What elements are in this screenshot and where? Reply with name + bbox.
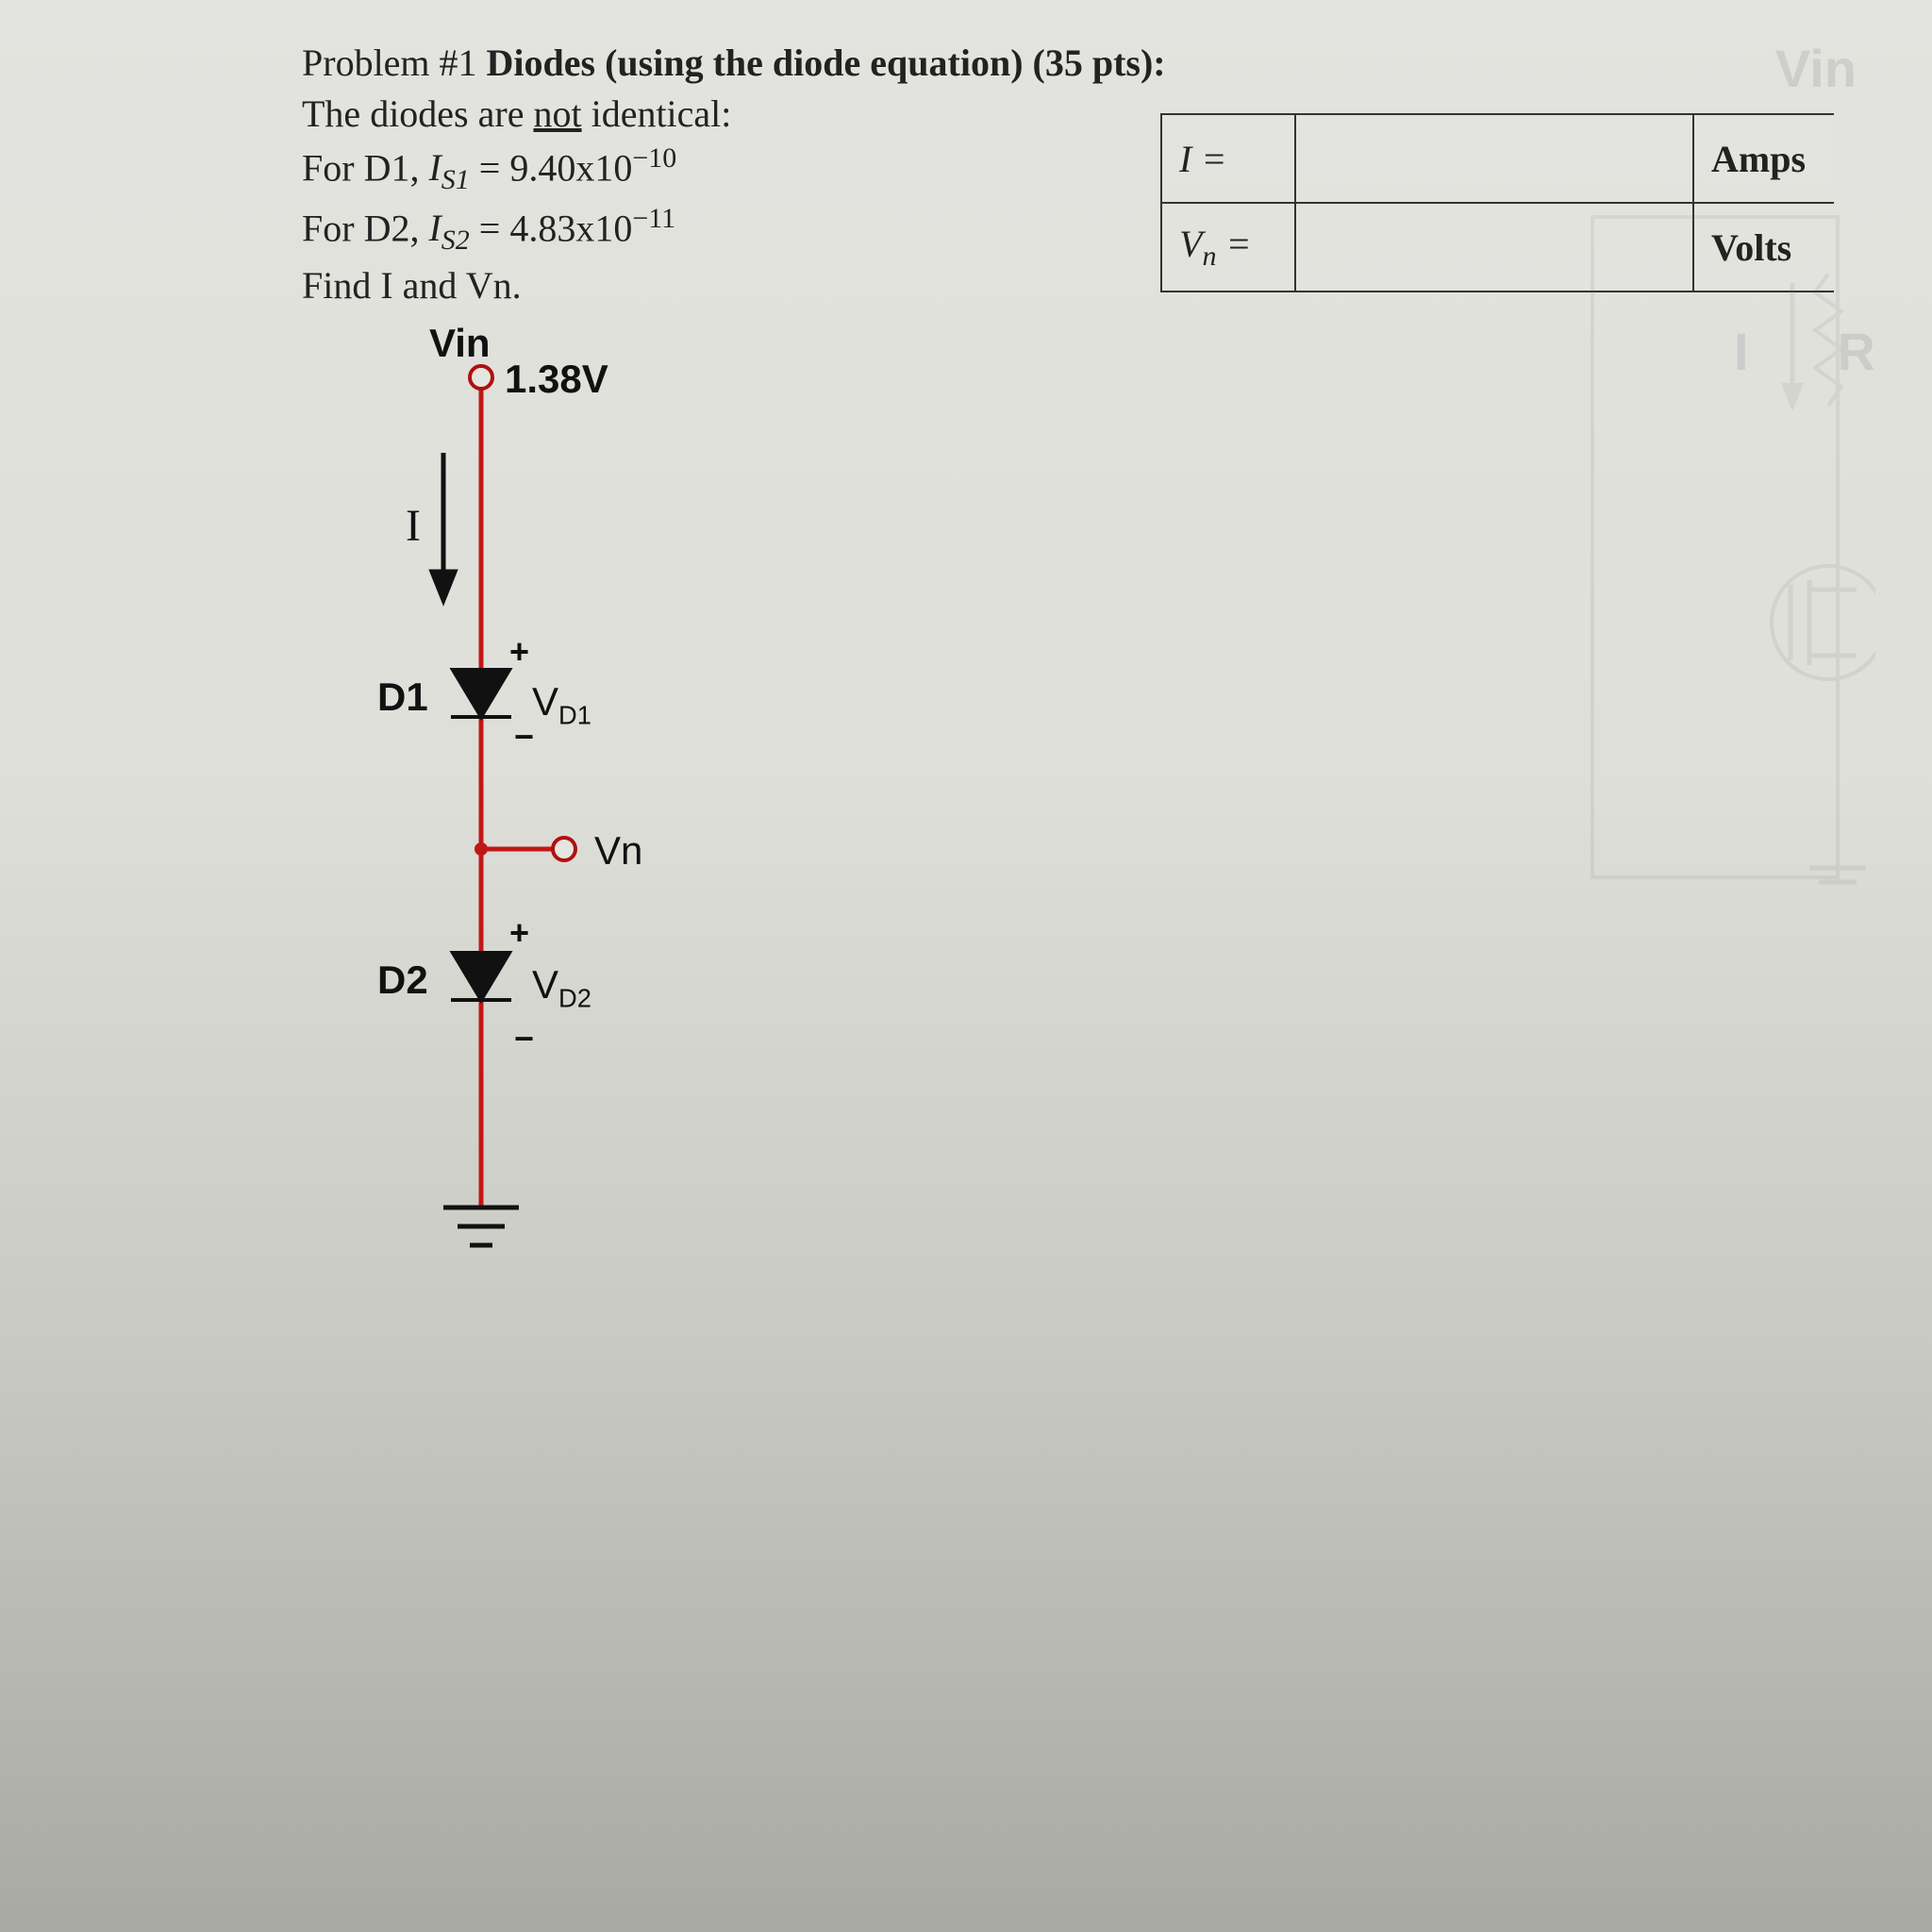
line2-post: identical: <box>582 92 732 135</box>
d1-minus: − <box>514 717 534 757</box>
problem-title: Diodes (using the diode equation) (35 pt… <box>487 42 1166 84</box>
answer-vn-sym: V <box>1179 223 1202 265</box>
current-i-label: I <box>406 500 421 552</box>
answer-i-eq: = <box>1191 138 1226 180</box>
ghost-r: R <box>1838 321 1875 382</box>
bleed-through-ghost: Vin R I <box>1536 38 1875 887</box>
d2-exp: −11 <box>632 203 675 234</box>
answer-i-label: I = <box>1161 114 1295 203</box>
d2-minus: − <box>514 1019 534 1058</box>
d1-pre: For D1, <box>302 146 428 189</box>
problem-label: Problem #1 <box>302 42 487 84</box>
d2-plus: + <box>509 913 529 953</box>
d1-val: 9.40x10 <box>509 146 632 189</box>
d2-val: 4.83x10 <box>509 207 632 249</box>
answer-i-sym: I <box>1179 138 1191 180</box>
d2-eq: = <box>470 207 510 249</box>
circuit-svg <box>321 340 698 1283</box>
d1-exp: −10 <box>632 142 676 174</box>
vd1-label: VD1 <box>532 679 591 730</box>
vin-label: Vin <box>429 321 491 366</box>
vin-value: 1.38V <box>505 357 608 402</box>
vd2-sub: D2 <box>558 983 591 1012</box>
d1-sym: I <box>428 146 441 189</box>
d1-eq: = <box>470 146 510 189</box>
answer-vn-sub: n <box>1202 241 1216 272</box>
d1-plus: + <box>509 632 529 672</box>
circuit-diagram: Vin 1.38V I D1 + − VD1 Vn D2 + − VD2 <box>321 340 698 1283</box>
d2-label: D2 <box>377 958 428 1003</box>
answer-vn-eq: = <box>1216 223 1251 265</box>
vd1-sym: V <box>532 679 558 724</box>
d2-sub: S2 <box>441 225 470 256</box>
vd1-sub: D1 <box>558 700 591 729</box>
vd2-label: VD2 <box>532 962 591 1013</box>
vd2-sym: V <box>532 962 558 1007</box>
line2-not: not <box>533 92 581 135</box>
line2-pre: The diodes are <box>302 92 533 135</box>
d1-sub: S1 <box>441 164 470 195</box>
d2-sym: I <box>428 207 441 249</box>
d1-label: D1 <box>377 675 428 720</box>
vn-node-label: Vn <box>594 828 642 874</box>
ghost-i: I <box>1734 321 1749 382</box>
answer-vn-label: Vn = <box>1161 203 1295 291</box>
d2-pre: For D2, <box>302 207 428 249</box>
